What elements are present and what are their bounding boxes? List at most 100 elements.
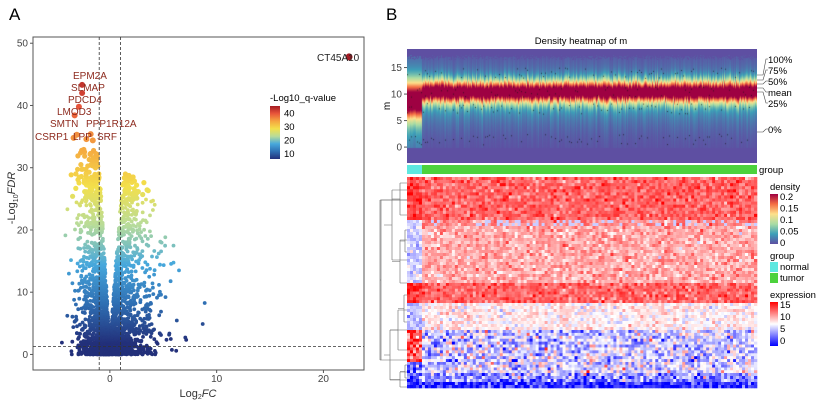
heatmap-cell [601,192,605,196]
heatmap-cell [577,223,581,227]
heatmap-cell [592,186,596,190]
heatmap-cell [496,177,501,181]
heatmap-cell [733,220,737,224]
heatmap-cell [709,216,713,221]
heatmap-cell [472,226,477,230]
heatmap-cell [703,180,707,184]
data-point [79,220,84,225]
data-point [152,337,157,341]
data-point [143,234,148,238]
heatmap-cell [523,235,527,239]
heatmap-cell [478,207,483,212]
heatmap-cell [616,220,620,224]
heatmap-cell [733,229,737,233]
heatmap-cell [439,220,444,224]
heatmap-cell [724,210,728,215]
heatmap-cell [430,229,435,233]
heatmap-cell [631,216,635,221]
heatmap-cell [673,201,677,205]
heatmap-cell [604,198,608,202]
data-point [174,348,179,353]
heatmap-cell [736,189,740,193]
heatmap-cell [610,210,614,215]
heatmap-cell [664,223,668,227]
heatmap-cell [595,180,599,184]
heatmap-cell [712,216,716,221]
heatmap-cell [451,189,456,193]
heatmap-cell [721,180,725,184]
data-point [74,200,79,205]
heatmap-cell [478,201,483,205]
heatmap-cell [532,232,536,236]
data-point [141,326,146,331]
heatmap-cell [709,232,713,236]
data-point [83,288,87,293]
heatmap-cell [667,198,671,202]
quantile-label: 100% [768,55,793,66]
heatmap-cell [565,195,569,199]
heatmap-cell [667,201,671,205]
heatmap-cell [601,210,605,215]
heatmap-cell [532,226,536,230]
heatmap-cell [448,192,453,196]
quantile-connector [757,128,768,133]
heatmap-cell [592,226,596,230]
heatmap-cell [613,220,617,224]
heatmap-cell [424,198,429,202]
heatmap-cell [586,220,590,224]
heatmap-cell [487,223,492,227]
heatmap-cell [739,177,743,181]
heatmap-cell [484,210,489,215]
quantile-label: 75% [768,66,788,77]
heatmap-cell [460,177,465,181]
data-point [85,239,90,244]
data-point [87,272,92,277]
heatmap-cell [433,180,438,184]
heatmap-cell [415,213,420,218]
data-point [138,298,143,302]
heatmap-cell [409,226,414,230]
data-point [141,180,147,186]
heatmap-cell [517,180,521,184]
heatmap-cell [700,204,704,209]
heatmap-cell [451,198,456,202]
heatmap-cell [412,216,417,221]
heatmap-cell [532,213,536,218]
heatmap-cell [613,195,617,199]
heatmap-cell [733,180,737,184]
heatmap-cell [526,201,530,205]
data-point [144,324,149,329]
heatmap-cell [526,223,530,227]
heatmap-cell [541,216,545,221]
heatmap-cell [484,177,489,181]
heatmap-cell [451,235,456,239]
heatmap-cell [646,223,650,227]
heatmap-cell [496,213,501,218]
heatmap-cell [622,207,626,212]
heatmap-cell [424,220,429,224]
heatmap-cell [457,192,462,196]
heatmap-cell [484,195,489,199]
heatmap-cell [535,195,539,199]
heatmap-cell [574,235,578,239]
heatmap-cell [448,186,453,190]
heatmap-cell [604,201,608,205]
heatmap-cell [646,229,650,233]
heatmap-cell [583,232,587,236]
heatmap-cell [739,189,743,193]
heatmap-cell [679,201,683,205]
heatmap-cell [490,213,495,218]
heatmap-cell [712,195,716,199]
data-point [88,202,92,207]
heatmap-cell [658,198,662,202]
density-y-tick-label: 0 [396,143,402,154]
heatmap-cell [625,223,629,227]
heatmap-cell [493,186,498,190]
heatmap-cell [736,204,740,209]
data-point [152,327,157,332]
heatmap-cell [427,232,432,236]
heatmap-cell [505,192,510,196]
heatmap-cell [703,216,707,221]
heatmap-cell [640,195,644,199]
heatmap-cell [457,226,462,230]
